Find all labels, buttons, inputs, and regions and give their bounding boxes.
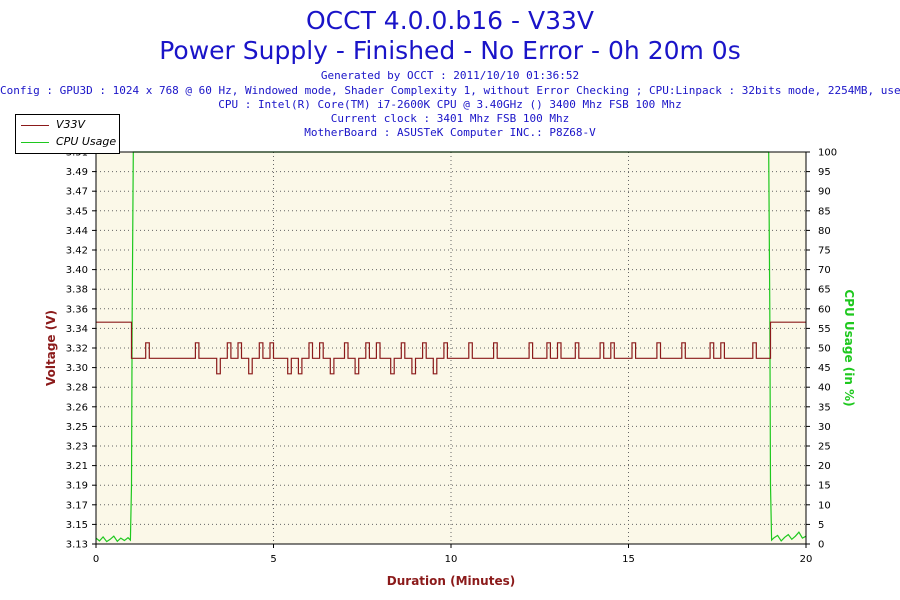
y-left-tick-label: 3.47 (66, 187, 88, 198)
y-right-tick-label: 25 (818, 442, 831, 453)
info-current-clock: Current clock : 3401 Mhz FSB 100 Mhz (330, 112, 570, 125)
tick-labels: 3.13 0 3.15 5 3.17 10 3.19 15 3.21 20 3.23 25 3.25 30… (66, 148, 837, 566)
y-right-tick-label: 0 (818, 540, 824, 551)
chart-title-line1: OCCT 4.0.0.b16 - V33V (306, 6, 594, 35)
voltage-series (96, 321, 806, 375)
y-left-tick-label: 3.44 (66, 226, 88, 237)
x-tick-label: 20 (800, 554, 813, 565)
y-left-tick-label: 3.25 (66, 422, 88, 433)
y-left-tick-label: 3.30 (66, 363, 88, 374)
y-left-tick-label: 3.17 (66, 500, 88, 511)
y-left-tick-label: 3.13 (66, 540, 88, 551)
info-config: Config : GPU3D : 1024 x 768 @ 60 Hz, Win… (0, 84, 900, 97)
y-right-tick-label: 85 (818, 206, 831, 217)
x-tick-label: 0 (93, 554, 99, 565)
y-left-tick-label: 3.38 (66, 285, 88, 296)
y-left-tick-label: 3.40 (66, 265, 88, 276)
y-right-tick-label: 50 (818, 344, 831, 355)
plot-frame (95, 151, 807, 545)
legend-label-voltage: V33V (56, 118, 86, 131)
y-left-tick-label: 3.23 (66, 442, 88, 453)
y-left-tick-label: 3.34 (66, 324, 88, 335)
y-right-tick-label: 95 (818, 167, 831, 178)
chart-legend: V33V CPU Usage (15, 114, 120, 154)
y-right-tick-label: 35 (818, 402, 831, 413)
y-axis-left-label: Voltage (V) (44, 310, 58, 386)
y-left-tick-label: 3.32 (66, 344, 88, 355)
y-left-tick-label: 3.49 (66, 167, 88, 178)
x-tick-label: 10 (445, 554, 458, 565)
y-left-tick-label: 3.21 (66, 461, 88, 472)
voltage-line (96, 321, 806, 375)
info-cpu: CPU : Intel(R) Core(TM) i7-2600K CPU @ 3… (218, 98, 682, 111)
y-right-tick-label: 60 (818, 304, 831, 315)
info-generated: Generated by OCCT : 2011/10/10 01:36:52 (320, 69, 580, 82)
legend-swatch-voltage (21, 125, 49, 126)
x-tick-label: 15 (622, 554, 635, 565)
y-left-tick-label: 3.42 (66, 246, 88, 257)
y-right-tick-label: 40 (818, 383, 831, 394)
info-motherboard: MotherBoard : ASUSTeK Computer INC.: P8Z… (304, 126, 596, 139)
y-right-tick-label: 70 (818, 265, 831, 276)
y-right-tick-label: 90 (818, 187, 831, 198)
y-right-tick-label: 80 (818, 226, 831, 237)
y-right-tick-label: 20 (818, 461, 831, 472)
y-right-tick-label: 75 (818, 246, 831, 257)
y-left-tick-label: 3.36 (66, 304, 88, 315)
legend-item-voltage: V33V (16, 117, 119, 133)
y-right-tick-label: 30 (818, 422, 831, 433)
y-left-tick-label: 3.28 (66, 383, 88, 394)
axes (92, 151, 810, 548)
legend-item-cpu: CPU Usage (16, 134, 119, 150)
y-left-tick-label: 3.26 (66, 402, 88, 413)
y-right-tick-label: 100 (818, 148, 837, 159)
y-right-tick-label: 45 (818, 363, 831, 374)
y-right-tick-label: 15 (818, 481, 831, 492)
legend-swatch-cpu (21, 142, 49, 143)
x-tick-label: 5 (270, 554, 276, 565)
y-left-tick-label: 3.45 (66, 206, 88, 217)
y-right-tick-label: 55 (818, 324, 831, 335)
y-right-tick-label: 65 (818, 285, 831, 296)
y-right-tick-label: 10 (818, 500, 831, 511)
x-axis-label: Duration (Minutes) (387, 574, 515, 588)
chart-title-line2: Power Supply - Finished - No Error - 0h … (159, 36, 741, 65)
legend-label-cpu: CPU Usage (56, 135, 117, 148)
y-left-tick-label: 3.15 (66, 520, 88, 531)
y-left-tick-label: 3.19 (66, 481, 88, 492)
y-axis-right-label: CPU Usage (in %) (842, 289, 856, 406)
y-right-tick-label: 5 (818, 520, 824, 531)
